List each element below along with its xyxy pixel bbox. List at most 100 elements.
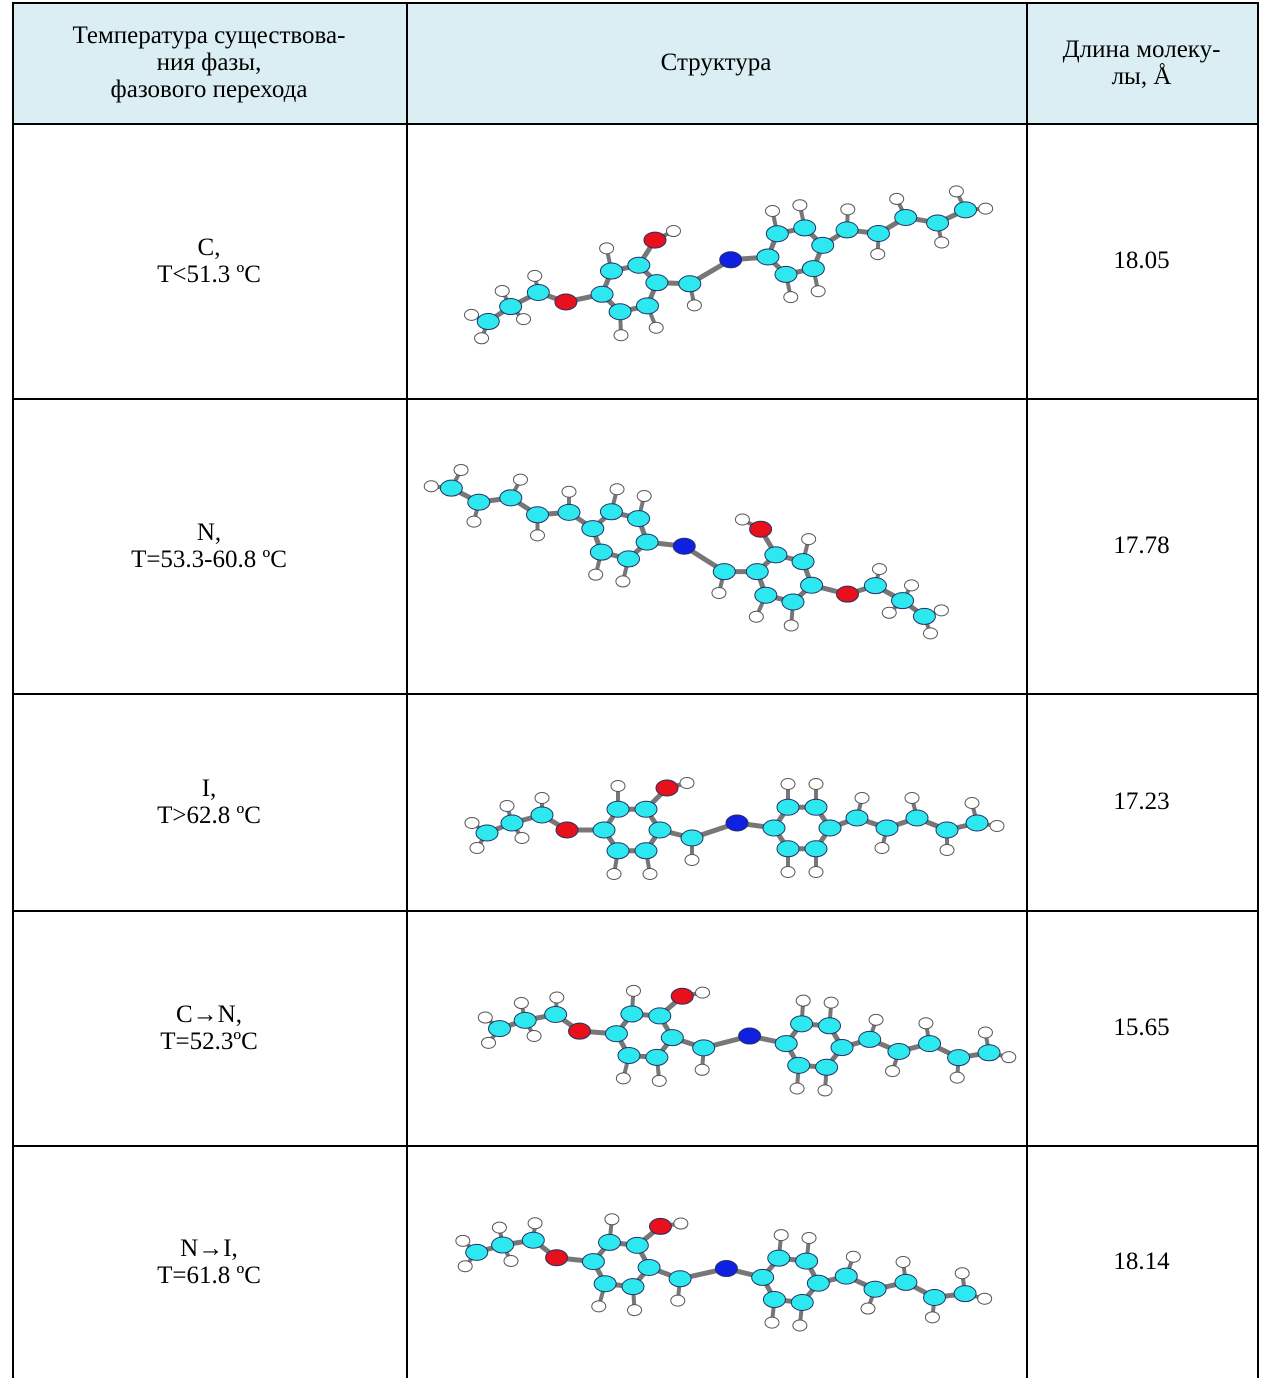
atom [635,843,657,859]
hydrogen [550,992,564,1003]
hydrogen [696,987,710,998]
atom [739,1028,761,1044]
hydrogen [978,1027,992,1038]
hydrogen [811,286,825,297]
hydrogen [978,1293,992,1304]
atom [864,578,886,594]
atom [927,215,949,231]
hydrogen [934,605,948,616]
atom [836,586,858,602]
atom [782,594,804,610]
atom [669,1271,691,1287]
atom [726,815,748,831]
atom [791,1016,813,1032]
hydrogen [517,314,531,325]
hydrogen [680,778,694,789]
atom [777,799,799,815]
atom [812,237,834,253]
hydrogen [950,1072,964,1083]
atom [582,521,604,537]
hydrogen [454,464,468,475]
atom [805,841,827,857]
atom [626,1237,648,1253]
atom [775,1036,797,1052]
hydrogen [990,821,1004,832]
hydrogen [824,997,838,1008]
hydrogen [482,1037,496,1048]
atom [593,822,615,838]
hydrogen [643,869,657,880]
hydrogen [919,1018,933,1029]
hydrogen [781,867,795,878]
atom [622,1279,644,1295]
hydrogen [611,781,625,792]
hydrogen [424,481,438,492]
atom [954,1286,976,1302]
hydrogen [674,1218,688,1229]
hydrogen [535,793,549,804]
hydrogen [528,1218,542,1229]
hydrogen [890,193,904,204]
atom [746,564,768,580]
hydrogen [605,1214,619,1225]
atom [598,1234,620,1250]
atom [846,810,868,826]
page: Температура существова-ния фазы,фазового… [0,0,1261,1378]
atom [556,822,578,838]
hydrogen [802,1233,816,1244]
atom [765,547,787,563]
hydrogen [784,292,798,303]
hydrogen [809,867,823,878]
atom [805,799,827,815]
atom [755,587,777,603]
hydrogen [467,516,481,527]
hydrogen [861,1303,875,1314]
atom [913,608,935,624]
atom [888,1043,910,1059]
atom [600,263,622,279]
atom [766,226,788,242]
atom [649,822,671,838]
atom [636,298,658,314]
hydrogen [905,793,919,804]
hydrogen [965,798,979,809]
hydrogen [637,491,651,502]
hydrogen [465,818,479,829]
hydrogen [923,628,937,639]
hydrogen [784,620,798,631]
atom [673,538,695,554]
atom [867,225,889,241]
atom [836,222,858,238]
hydrogen [562,486,576,497]
hydrogen [765,206,779,217]
hydrogen [614,330,628,341]
hydrogen [925,1312,939,1323]
hydrogen [809,779,823,790]
atom [693,1040,715,1056]
atom [948,1050,970,1066]
atom [628,511,650,527]
atom [546,1250,568,1266]
atom [636,534,658,550]
atom [489,1021,511,1037]
atom [864,1281,886,1297]
atom [936,822,958,838]
hydrogen [495,285,509,296]
atom [801,577,823,593]
hydrogen [695,1064,709,1075]
atom [555,294,577,310]
atom [635,801,657,817]
atom [768,1250,790,1266]
atom [646,1049,668,1065]
atom [966,815,988,831]
atom [514,1012,536,1028]
atom [794,220,816,236]
hydrogen [626,985,640,996]
hydrogen [749,611,763,622]
atom [594,1276,616,1292]
hydrogen [875,843,889,854]
atom [788,1057,810,1073]
hydrogen [802,534,816,545]
hydrogen [666,226,680,237]
hydrogen [475,333,489,344]
